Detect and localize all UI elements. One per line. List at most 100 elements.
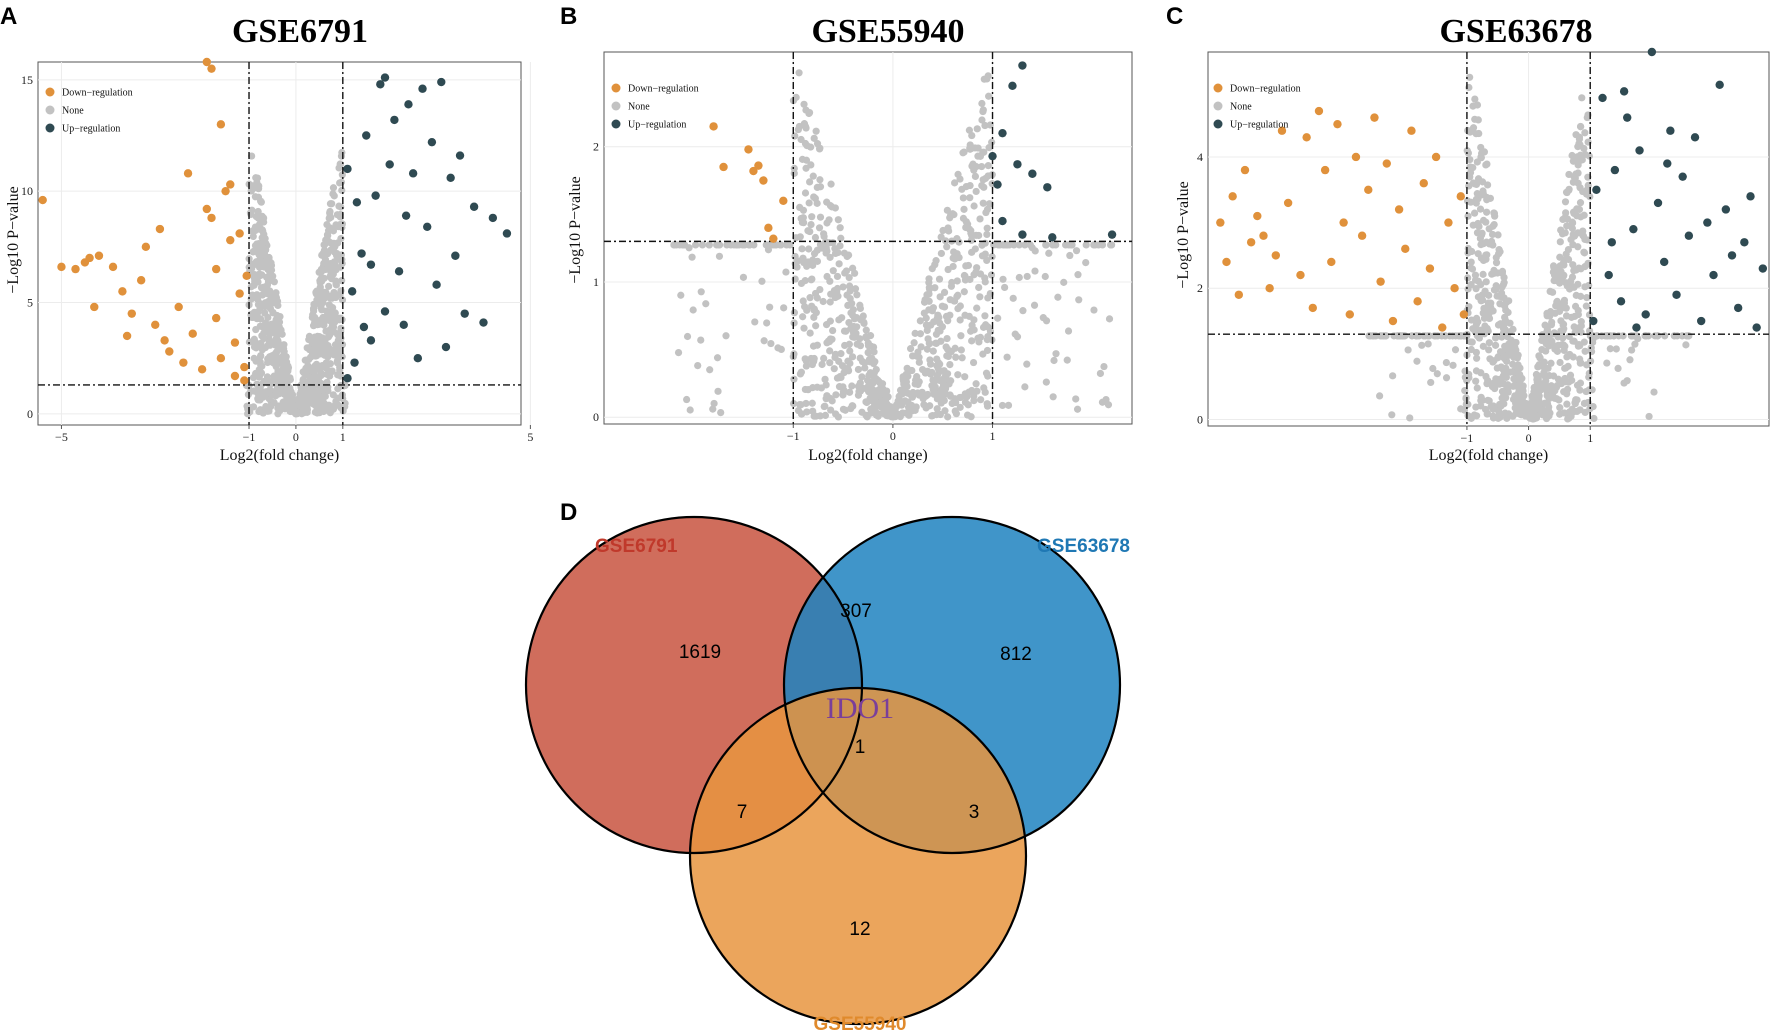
- none-point: [1586, 193, 1593, 200]
- none-point: [1066, 252, 1073, 259]
- none-point: [1581, 249, 1588, 256]
- data-point: [235, 229, 243, 237]
- none-point: [812, 234, 819, 241]
- volcano-plot-c: C GSE63678 0 2 4 −1 0 1 Down−regulation None Up−re…: [1166, 3, 1769, 464]
- none-point: [1571, 338, 1578, 345]
- none-point: [1426, 332, 1433, 339]
- data-point: [1321, 166, 1329, 174]
- legend-label: None: [628, 102, 650, 113]
- legend-label: Up−regulation: [1230, 120, 1288, 131]
- data-point: [423, 223, 431, 231]
- none-point: [1573, 292, 1580, 299]
- none-point: [265, 377, 272, 384]
- data-point: [988, 152, 996, 160]
- none-point: [256, 371, 263, 378]
- y-tick-label: 15: [21, 73, 33, 87]
- none-point: [1389, 372, 1396, 379]
- data-point: [189, 329, 197, 337]
- none-point: [826, 359, 833, 366]
- none-point: [761, 337, 768, 344]
- none-point: [330, 347, 337, 354]
- none-point: [1563, 250, 1570, 257]
- none-point: [974, 335, 981, 342]
- none-point: [983, 370, 990, 377]
- data-point: [231, 338, 239, 346]
- none-point: [834, 249, 841, 256]
- none-point: [257, 262, 264, 269]
- data-point: [428, 138, 436, 146]
- none-point: [835, 216, 842, 223]
- none-point: [1443, 374, 1450, 381]
- none-point: [807, 221, 814, 228]
- none-point: [1547, 360, 1554, 367]
- data-point: [432, 280, 440, 288]
- none-point: [911, 339, 918, 346]
- none-point: [315, 300, 322, 307]
- none-point: [250, 387, 257, 394]
- none-point: [800, 259, 807, 266]
- none-point: [1573, 266, 1580, 273]
- none-point: [1590, 415, 1597, 422]
- none-point: [952, 345, 959, 352]
- none-point: [763, 319, 770, 326]
- none-point: [1626, 356, 1633, 363]
- data-point: [1333, 120, 1341, 128]
- data-point: [409, 169, 417, 177]
- none-point: [949, 210, 956, 217]
- data-point: [1691, 133, 1699, 141]
- none-point: [1563, 305, 1570, 312]
- data-point: [242, 272, 250, 280]
- none-point: [1576, 356, 1583, 363]
- none-point: [1552, 310, 1559, 317]
- data-point: [212, 265, 220, 273]
- none-point: [985, 162, 992, 169]
- data-point: [1703, 218, 1711, 226]
- none-point: [1486, 339, 1493, 346]
- none-point: [814, 342, 821, 349]
- data-point: [998, 129, 1006, 137]
- y-tick-label: 0: [593, 410, 599, 424]
- none-point: [746, 241, 753, 248]
- data-point: [165, 347, 173, 355]
- data-point: [1715, 81, 1723, 89]
- none-point: [969, 161, 976, 168]
- none-point: [919, 366, 926, 373]
- x-tick-label: −1: [243, 430, 256, 444]
- none-point: [893, 402, 900, 409]
- none-point: [298, 400, 305, 407]
- none-point: [271, 360, 278, 367]
- none-point: [1004, 354, 1011, 361]
- none-point: [942, 371, 949, 378]
- none-point: [866, 356, 873, 363]
- data-point: [231, 372, 239, 380]
- none-point: [1462, 395, 1469, 402]
- none-point: [926, 298, 933, 305]
- none-point: [320, 322, 327, 329]
- none-point: [1050, 357, 1057, 364]
- none-point: [975, 232, 982, 239]
- none-point: [827, 202, 834, 209]
- none-point: [941, 407, 948, 414]
- none-point: [939, 323, 946, 330]
- none-point: [914, 389, 921, 396]
- none-point: [982, 321, 989, 328]
- none-point: [1500, 281, 1507, 288]
- none-point: [1578, 94, 1585, 101]
- none-point: [830, 267, 837, 274]
- none-point: [1536, 406, 1543, 413]
- none-point: [1043, 379, 1050, 386]
- none-point: [329, 295, 336, 302]
- none-point: [982, 389, 989, 396]
- none-point: [1050, 393, 1057, 400]
- none-point: [1049, 241, 1056, 248]
- none-point: [858, 409, 865, 416]
- none-point: [994, 315, 1001, 322]
- none-point: [1548, 321, 1555, 328]
- none-point: [1550, 262, 1557, 269]
- none-point: [677, 292, 684, 299]
- data-point: [1265, 284, 1273, 292]
- none-point: [1484, 397, 1491, 404]
- data-point: [343, 165, 351, 173]
- none-point: [802, 386, 809, 393]
- none-point: [798, 245, 805, 252]
